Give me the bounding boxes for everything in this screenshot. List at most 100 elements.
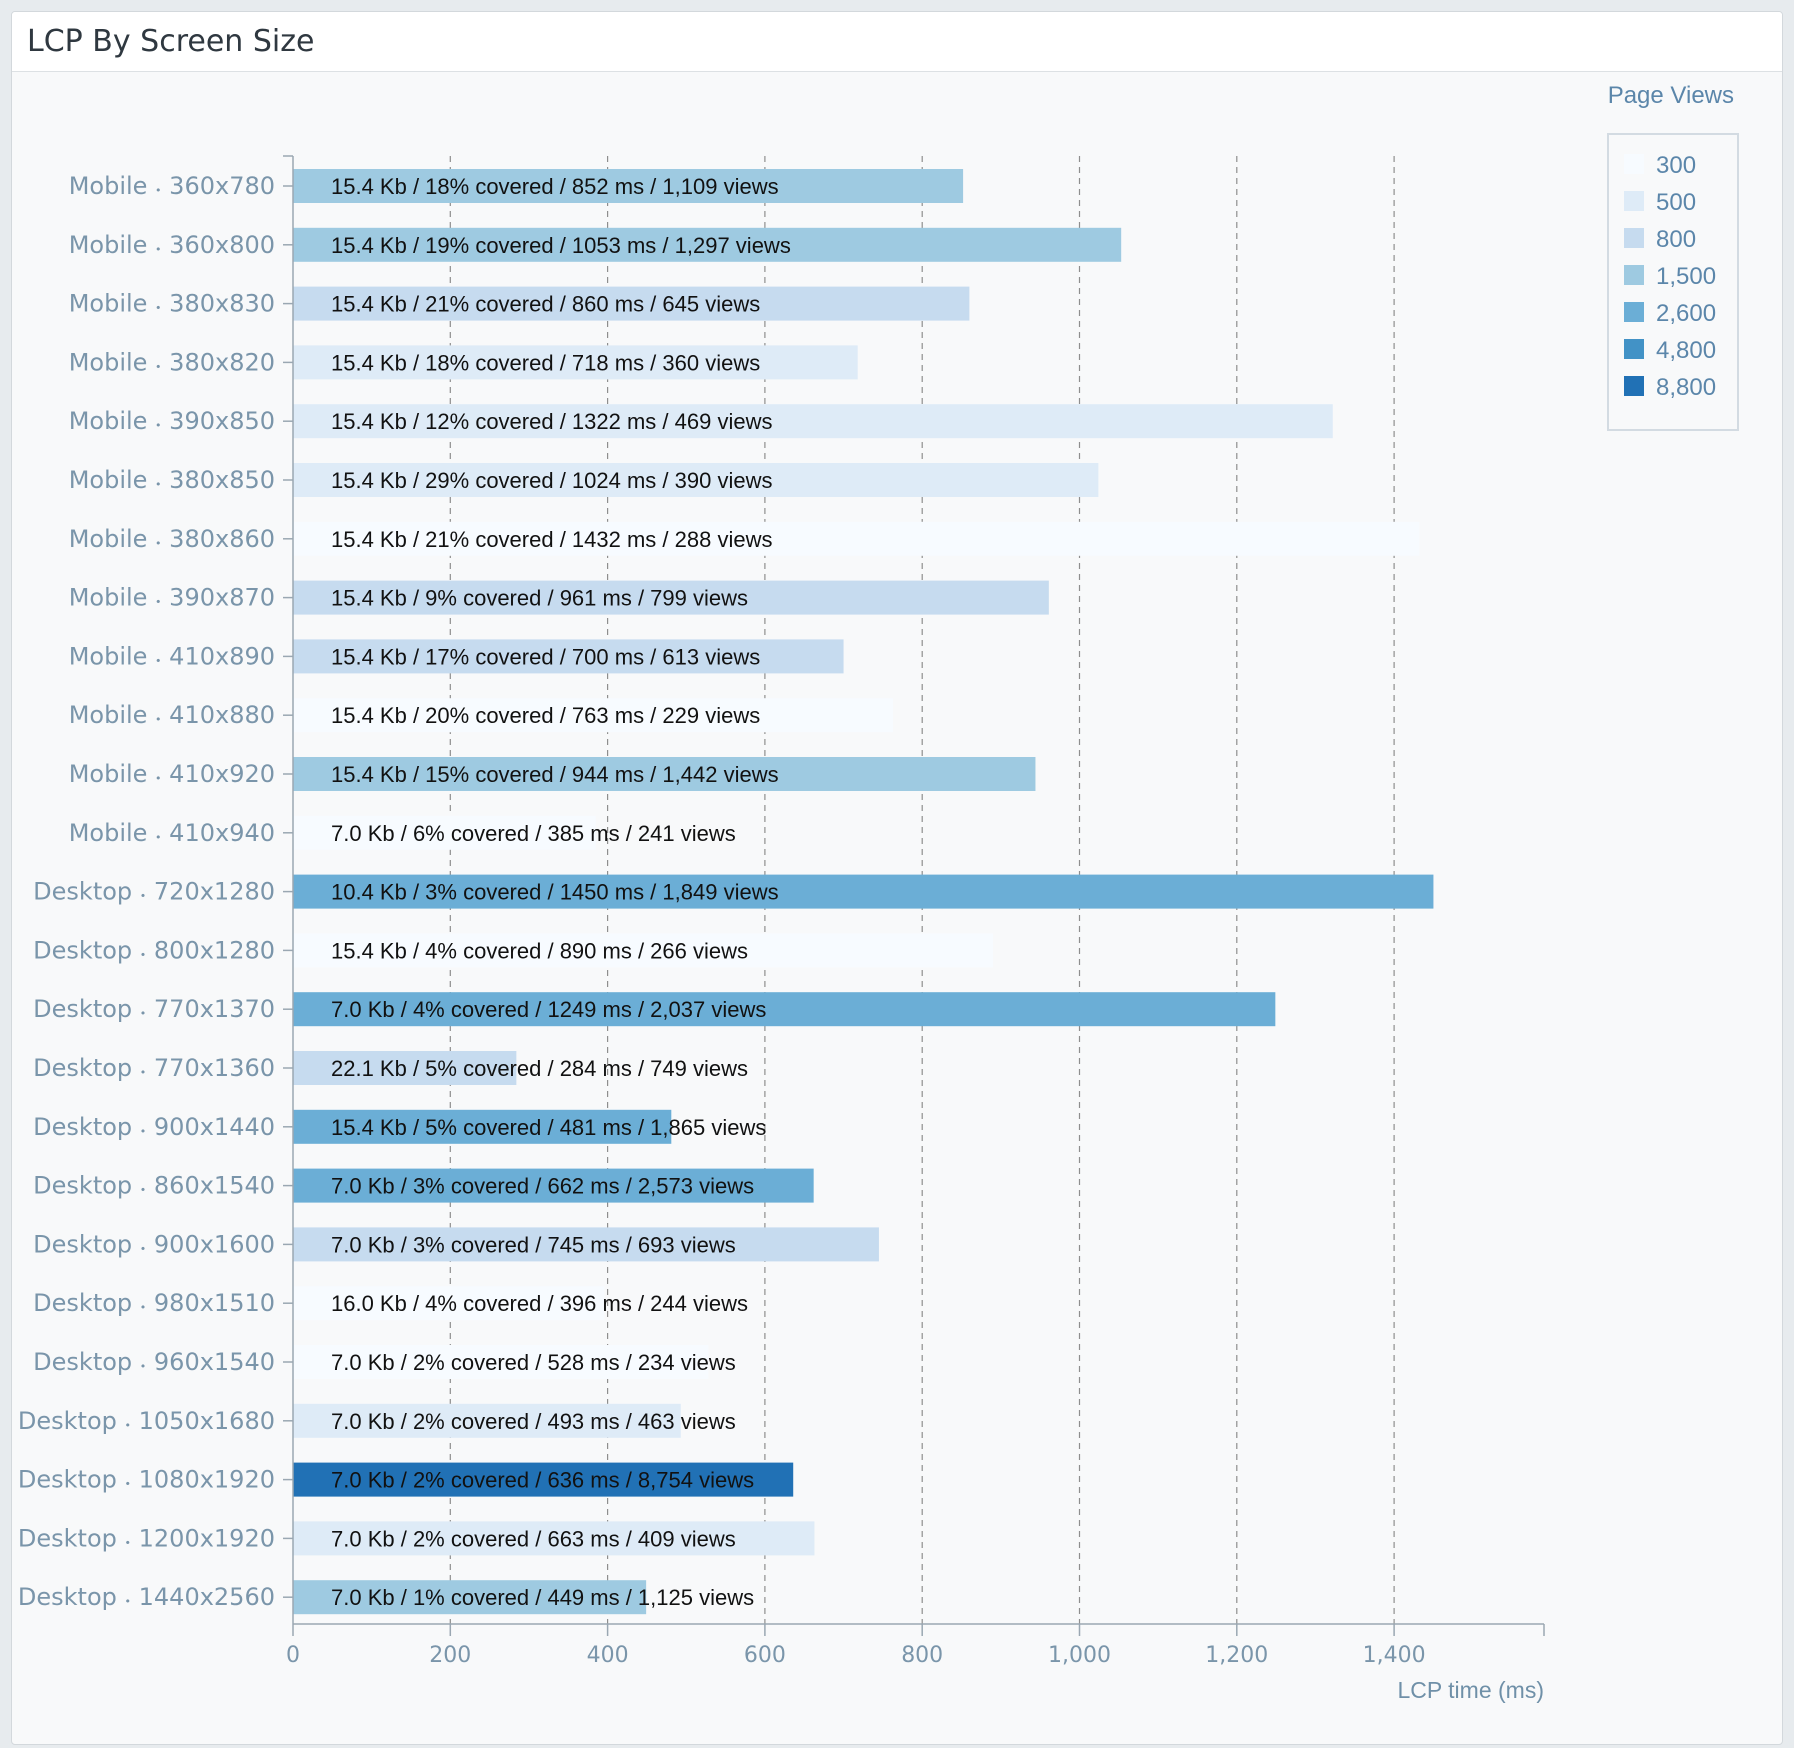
legend-swatch[interactable] [1624,339,1644,359]
category-label: Desktop • 800x1280 [33,936,275,964]
legend-swatch[interactable] [1624,376,1644,396]
bar-label: 15.4 Kb / 18% covered / 718 ms / 360 vie… [331,350,760,375]
category-labels: Mobile • 360x780 Mobile • 360x800 Mobile •… [18,172,275,1611]
legend-swatch[interactable] [1624,265,1644,285]
bar-label: 15.4 Kb / 9% covered / 961 ms / 799 view… [331,586,748,611]
category-label: Desktop • 900x1440 [33,1113,275,1141]
bar-label: 7.0 Kb / 2% covered / 528 ms / 234 views [331,1350,736,1375]
bar[interactable] [293,521,1420,556]
legend[interactable]: Page Views 300 500 800 1,500 2,600 4,800 8,800 [1607,82,1739,431]
bar[interactable] [293,286,970,321]
bar-label: 7.0 Kb / 4% covered / 1249 ms / 2,037 vi… [331,997,766,1022]
bar-label: 7.0 Kb / 3% covered / 662 ms / 2,573 vie… [331,1174,754,1199]
bar[interactable] [293,463,1099,497]
x-tick-label: 1,400 [1363,1643,1426,1668]
legend-label[interactable]: 1,500 [1656,263,1716,290]
category-label: Mobile • 410x940 [69,819,275,847]
bar[interactable] [293,1168,814,1203]
bar-label: 7.0 Kb / 2% covered / 663 ms / 409 views [331,1526,736,1551]
bar-label: 15.4 Kb / 21% covered / 860 ms / 645 vie… [331,292,760,317]
bar[interactable] [293,698,894,733]
bar[interactable] [293,1345,709,1379]
category-label: Desktop • 1050x1680 [18,1407,275,1435]
axes: 0 200 400 600 800 1,000 1,200 1,400 LCP time (ms… [283,155,1545,1703]
bar-label: 15.4 Kb / 12% covered / 1322 ms / 469 vi… [331,409,772,434]
bar-label: 7.0 Kb / 2% covered / 636 ms / 8,754 vie… [331,1468,754,1493]
bar[interactable] [293,815,596,850]
x-tick-label: 0 [286,1643,300,1668]
category-label: Desktop • 1080x1920 [18,1466,275,1494]
bar-label: 16.0 Kb / 4% covered / 396 ms / 244 view… [331,1291,748,1316]
legend-swatch[interactable] [1624,191,1644,211]
bar[interactable] [293,1580,647,1615]
bar[interactable] [293,345,858,380]
category-label: Desktop • 720x1280 [33,878,275,906]
bar[interactable] [293,1286,605,1321]
bar-label: 15.4 Kb / 15% covered / 944 ms / 1,442 v… [331,762,779,787]
x-axis-title: LCP time (ms) [1397,1677,1544,1703]
legend-swatch[interactable] [1624,154,1644,174]
category-label: Desktop • 770x1360 [33,1054,275,1082]
panel-header: LCP By Screen Size [12,12,1782,72]
legend-label[interactable]: 8,800 [1656,374,1716,401]
bar-label: 7.0 Kb / 2% covered / 493 ms / 463 views [331,1409,736,1434]
bar-label: 10.4 Kb / 3% covered / 1450 ms / 1,849 v… [331,880,779,905]
bar[interactable] [293,639,844,674]
category-label: Desktop • 980x1510 [33,1289,275,1317]
legend-label[interactable]: 2,600 [1656,300,1716,327]
bar[interactable] [293,227,1122,262]
bar[interactable] [293,1227,879,1262]
bar-label: 7.0 Kb / 1% covered / 449 ms / 1,125 vie… [331,1585,754,1610]
legend-label[interactable]: 500 [1656,189,1696,216]
bar-label: 7.0 Kb / 6% covered / 385 ms / 241 views [331,821,736,846]
bar[interactable] [293,1051,517,1085]
category-label: Desktop • 900x1600 [33,1230,275,1258]
bar[interactable] [293,1109,672,1144]
bar[interactable] [293,1403,681,1438]
category-label: Desktop • 1440x2560 [18,1583,275,1611]
bar[interactable] [293,169,964,203]
x-tick-label: 1,200 [1205,1643,1268,1668]
category-label: Desktop • 960x1540 [33,1348,275,1376]
legend-swatch[interactable] [1624,302,1644,322]
bar-label: 15.4 Kb / 18% covered / 852 ms / 1,109 v… [331,174,779,199]
x-tick-label: 800 [901,1643,943,1668]
bar[interactable] [293,757,1036,791]
category-label: Mobile • 360x800 [69,231,275,259]
bars: 15.4 Kb / 18% covered / 852 ms / 1,109 v… [293,169,1434,1615]
legend-title: Page Views [1608,82,1734,109]
bar[interactable] [293,874,1434,909]
category-label: Mobile • 360x780 [69,172,275,200]
x-tick-label: 1,000 [1048,1643,1111,1668]
bar[interactable] [293,933,993,968]
category-label: Desktop • 860x1540 [33,1172,275,1200]
category-label: Mobile • 410x890 [69,642,275,670]
bar-label: 15.4 Kb / 4% covered / 890 ms / 266 view… [331,938,748,963]
bar-label: 15.4 Kb / 17% covered / 700 ms / 613 vie… [331,644,760,669]
bar[interactable] [293,404,1333,439]
category-label: Mobile • 410x920 [69,760,275,788]
bar-label: 7.0 Kb / 3% covered / 745 ms / 693 views [331,1232,736,1257]
bar[interactable] [293,992,1276,1027]
category-label: Mobile • 390x850 [69,407,275,435]
bar-label: 22.1 Kb / 5% covered / 284 ms / 749 view… [331,1056,748,1081]
bar-label: 15.4 Kb / 21% covered / 1432 ms / 288 vi… [331,527,772,552]
category-label: Desktop • 1200x1920 [18,1524,275,1552]
category-label: Mobile • 390x870 [69,584,275,612]
panel-title: LCP By Screen Size [27,24,315,59]
legend-label[interactable]: 800 [1656,226,1696,253]
legend-label[interactable]: 4,800 [1656,337,1716,364]
legend-swatch[interactable] [1624,228,1644,248]
bar-label: 15.4 Kb / 20% covered / 763 ms / 229 vie… [331,703,760,728]
category-label: Mobile • 380x820 [69,348,275,376]
category-label: Mobile • 380x850 [69,466,275,494]
x-tick-label: 600 [744,1643,786,1668]
bar[interactable] [293,1462,794,1497]
x-tick-label: 400 [587,1643,629,1668]
bar-label: 15.4 Kb / 19% covered / 1053 ms / 1,297 … [331,233,791,258]
bar[interactable] [293,580,1049,615]
grid-lines [449,156,1395,1624]
legend-label[interactable]: 300 [1656,152,1696,179]
bar[interactable] [293,1521,815,1556]
